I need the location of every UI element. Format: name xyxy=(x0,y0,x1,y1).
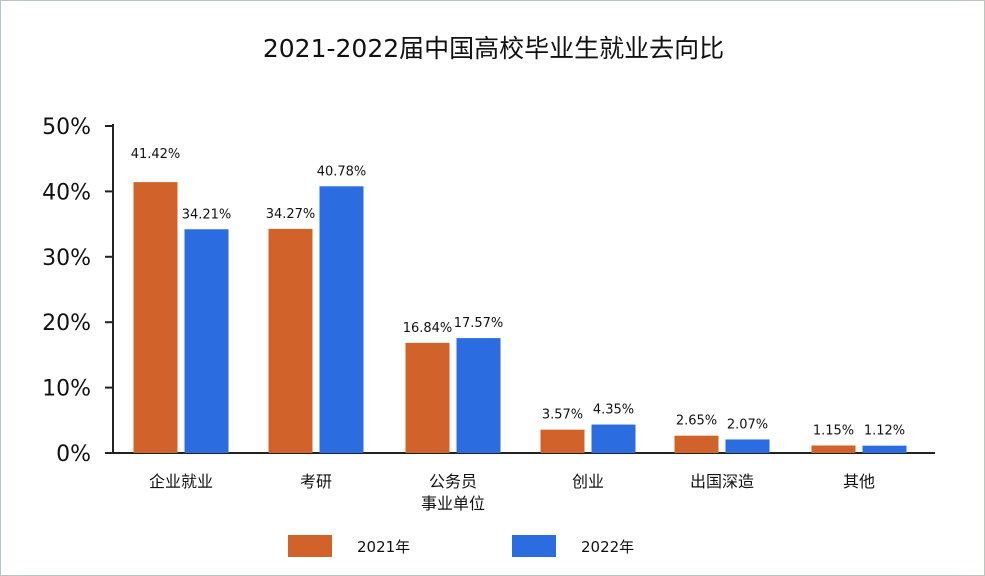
data-label: 3.57% xyxy=(542,408,583,423)
data-label: 16.84% xyxy=(403,321,453,336)
bar-2021 xyxy=(674,435,719,453)
bar-2022 xyxy=(456,338,501,453)
chart-title: 2021-2022届中国高校毕业生就业去向比 xyxy=(262,34,725,63)
data-label: 2.07% xyxy=(727,417,768,432)
y-tick-label: 20% xyxy=(42,311,91,336)
y-tick-label: 0% xyxy=(56,442,91,467)
legend-label: 2021年 xyxy=(357,538,410,556)
x-category-label: 其他 xyxy=(843,472,875,491)
x-category-label: 创业 xyxy=(572,472,604,491)
data-label: 1.15% xyxy=(813,423,854,438)
y-tick-label: 10% xyxy=(42,377,91,402)
data-label: 40.78% xyxy=(317,164,367,179)
data-label: 17.57% xyxy=(454,316,504,331)
y-tick-label: 30% xyxy=(42,246,91,271)
data-label: 2.65% xyxy=(676,414,717,429)
bar-2022 xyxy=(862,445,907,453)
x-category-label: 公务员 xyxy=(429,472,477,491)
data-label: 1.12% xyxy=(864,424,905,439)
y-tick-label: 40% xyxy=(42,180,91,205)
x-category-label: 出国深造 xyxy=(690,472,754,491)
bar-2021 xyxy=(133,182,178,453)
legend-label: 2022年 xyxy=(581,538,634,556)
x-category-label: 企业就业 xyxy=(149,472,213,491)
bar-2022 xyxy=(184,229,229,453)
legend-swatch-2022 xyxy=(512,535,556,557)
y-tick-label: 50% xyxy=(42,115,91,140)
bar-2022 xyxy=(725,439,770,453)
bar-2021 xyxy=(811,445,856,453)
bar-2022 xyxy=(591,424,636,453)
data-label: 41.42% xyxy=(131,147,181,162)
x-category-label: 考研 xyxy=(300,472,332,491)
bar-2022 xyxy=(319,186,364,453)
legend-swatch-2021 xyxy=(288,535,332,557)
bar-2021 xyxy=(405,342,450,453)
data-label: 4.35% xyxy=(593,403,634,418)
bar-2021 xyxy=(268,228,313,453)
bar-2021 xyxy=(540,429,585,453)
x-category-label: 事业单位 xyxy=(421,494,485,513)
data-label: 34.27% xyxy=(266,207,316,222)
data-label: 34.21% xyxy=(182,207,232,222)
